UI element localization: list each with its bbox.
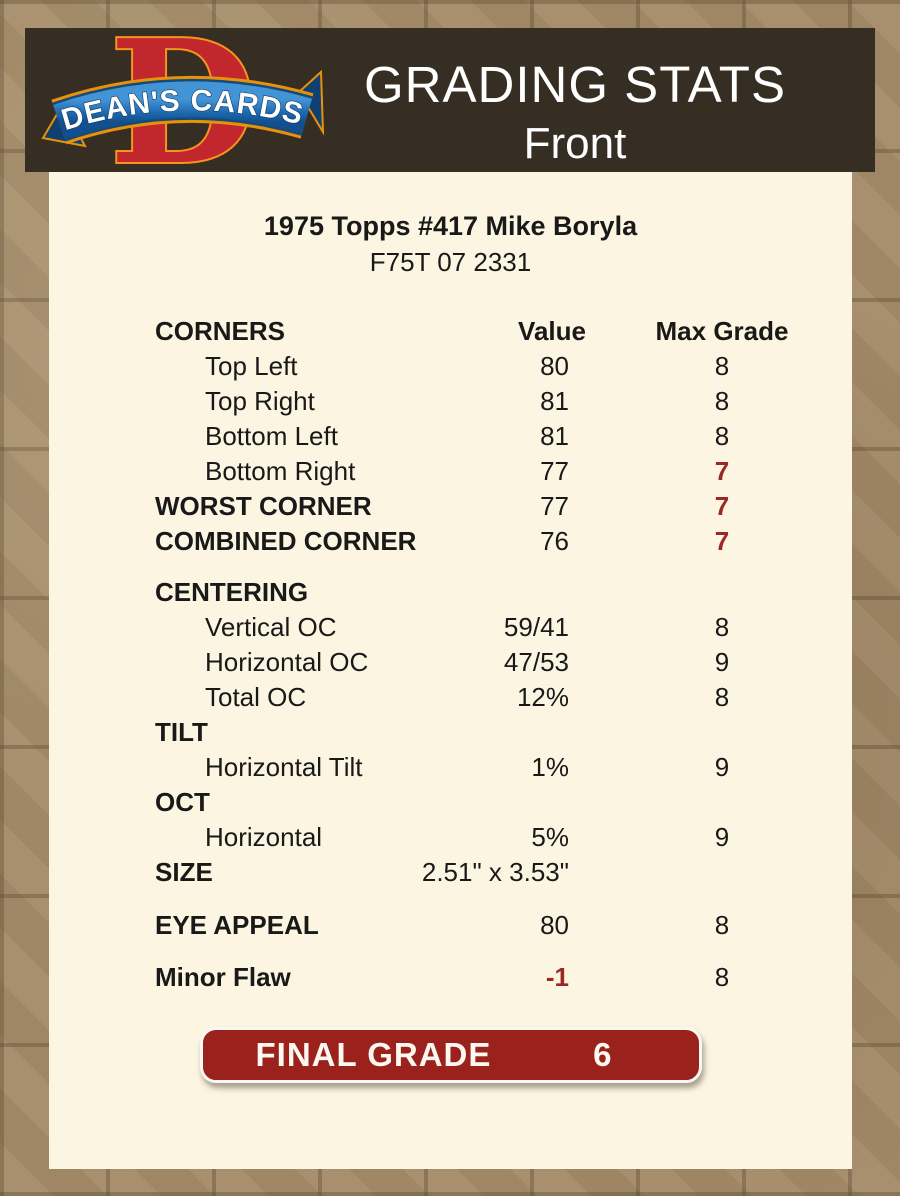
row-value: 77 [540, 456, 569, 486]
row-value: 12% [516, 682, 569, 712]
row-label: Horizontal OC [205, 647, 369, 677]
deans-cards-logo-graphic: D DEAN'S CARDS [41, 1, 325, 205]
column-header-value: Value [518, 316, 586, 346]
table-row: Top Left 80 8 [155, 349, 852, 384]
row-value: 80 [540, 910, 569, 940]
row-grade: 8 [714, 612, 730, 642]
header-banner: D DEAN'S CARDS GRADING STATS Front [25, 1, 875, 205]
table-row: Top Right 81 8 [155, 384, 852, 419]
grading-sheet: 1975 Topps #417 Mike Boryla F75T 07 2331… [49, 172, 852, 1169]
row-grade: 7 [714, 491, 730, 521]
header-titles: GRADING STATS Front [285, 28, 865, 172]
row-label: Horizontal [205, 822, 323, 852]
section-size: SIZE [155, 857, 213, 887]
table-row: Minor Flaw -1 8 [155, 960, 852, 995]
row-value: 2.51" x 3.53" [421, 857, 569, 887]
table-row: Total OC 12% 8 [155, 680, 852, 715]
row-label-eye-appeal: EYE APPEAL [155, 910, 319, 940]
row-value: 81 [540, 421, 569, 451]
row-grade: 9 [714, 752, 730, 782]
row-label: Bottom Right [205, 456, 356, 486]
ribbon-right-fold-icon [297, 69, 325, 136]
table-section-row: CENTERING [155, 575, 852, 610]
table-row: Vertical OC 59/41 8 [155, 610, 852, 645]
row-label: WORST CORNER [155, 491, 372, 521]
card-code: F75T 07 2331 [369, 247, 532, 277]
row-label: Bottom Left [205, 421, 338, 451]
table-row: Horizontal OC 47/53 9 [155, 645, 852, 680]
row-value: 80 [540, 351, 569, 381]
row-grade: 8 [714, 910, 730, 940]
row-label-minor-flaw: Minor Flaw [155, 962, 291, 992]
row-grade: 7 [714, 456, 730, 486]
row-grade: 8 [714, 682, 730, 712]
row-value: 1% [531, 752, 569, 782]
column-header-max-grade: Max Grade [655, 316, 789, 346]
row-grade: 8 [714, 421, 730, 451]
final-grade-button[interactable]: FINAL GRADE 6 [199, 1027, 702, 1083]
row-value: 81 [540, 386, 569, 416]
row-grade: 8 [714, 351, 730, 381]
section-corners: CORNERS [155, 316, 286, 346]
row-label: Top Left [205, 351, 298, 381]
final-grade-label: FINAL GRADE [255, 1036, 492, 1073]
table-row: Bottom Left 81 8 [155, 419, 852, 454]
row-grade: 7 [714, 526, 730, 556]
ribbon-band-icon [53, 81, 312, 140]
page-subtitle: Front [523, 119, 627, 168]
page-title: GRADING STATS [364, 56, 786, 113]
row-value: 76 [540, 526, 569, 556]
table-row: WORST CORNER 77 7 [155, 489, 852, 524]
deans-cards-logo: D DEAN'S CARDS [41, 1, 325, 205]
table-row: Bottom Right 77 7 [155, 454, 852, 489]
row-value: 47/53 [503, 647, 569, 677]
row-label: Horizontal Tilt [205, 752, 363, 782]
grading-table: CORNERS Value Max Grade Top Left 80 8 To… [49, 314, 852, 995]
row-label: COMBINED CORNER [155, 526, 417, 556]
table-row: EYE APPEAL 80 8 [155, 908, 852, 943]
row-label: Top Right [205, 386, 315, 416]
table-section-row: TILT [155, 715, 852, 750]
table-row: Horizontal 5% 9 [155, 820, 852, 855]
row-value: 5% [531, 822, 569, 852]
row-label: Total OC [205, 682, 307, 712]
row-value: 77 [540, 491, 569, 521]
row-grade: 9 [714, 822, 730, 852]
table-header-row: CORNERS Value Max Grade [155, 314, 852, 349]
row-grade: 9 [714, 647, 730, 677]
table-section-row: OCT [155, 785, 852, 820]
section-oct: OCT [155, 787, 210, 817]
table-row: Horizontal Tilt 1% 9 [155, 750, 852, 785]
card-title: 1975 Topps #417 Mike Boryla [263, 211, 638, 241]
final-grade-value: 6 [593, 1036, 613, 1073]
section-tilt: TILT [155, 717, 208, 747]
table-row: SIZE 2.51" x 3.53" [155, 855, 852, 890]
row-value: -1 [545, 962, 569, 992]
row-label: Vertical OC [205, 612, 337, 642]
section-centering: CENTERING [155, 577, 309, 607]
row-value: 59/41 [503, 612, 569, 642]
table-row: COMBINED CORNER 76 7 [155, 524, 852, 559]
row-grade: 8 [714, 962, 730, 992]
row-grade: 8 [714, 386, 730, 416]
